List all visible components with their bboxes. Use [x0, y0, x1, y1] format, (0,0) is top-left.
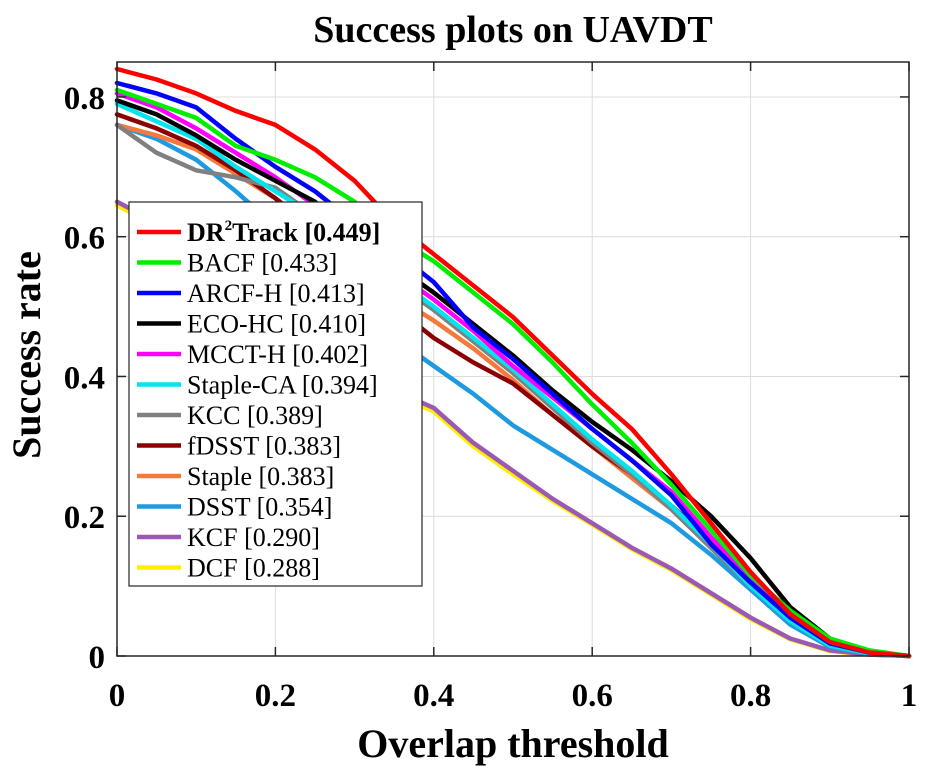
- legend-label-7: fDSST [0.383]: [187, 432, 341, 461]
- x-tick-label: 0.2: [255, 678, 296, 714]
- series-lines: [114, 66, 912, 659]
- legend-label-text: DR: [187, 218, 225, 247]
- legend-label-8: Staple [0.383]: [187, 462, 334, 491]
- y-tick-label: 0.4: [64, 360, 105, 396]
- y-tick-label: 0.2: [64, 500, 105, 536]
- legend-label-text: KCF [0.290]: [187, 523, 320, 552]
- legend: DR2Track [0.449]BACF [0.433]ARCF-H [0.41…: [128, 201, 423, 587]
- x-tick-label: 1: [901, 678, 918, 714]
- legend-label-11: DCF [0.288]: [187, 554, 320, 583]
- legend-label-superscript: 2: [225, 218, 233, 234]
- legend-label-text: fDSST [0.383]: [187, 432, 341, 461]
- series-line-5: [114, 101, 912, 659]
- legend-label-text: MCCT-H [0.402]: [187, 340, 368, 369]
- y-tick-label: 0: [89, 640, 106, 676]
- legend-label-text: BACF [0.433]: [187, 249, 337, 278]
- y-axis-label: Success rate: [4, 251, 49, 459]
- legend-label-text: ARCF-H [0.413]: [187, 279, 365, 308]
- series-line-3: [114, 98, 912, 659]
- legend-label-1: BACF [0.433]: [187, 249, 337, 278]
- x-axis-label: Overlap threshold: [357, 721, 669, 766]
- y-tick-label: 0.8: [64, 81, 105, 117]
- series-line-0: [114, 66, 912, 659]
- legend-label-4: MCCT-H [0.402]: [187, 340, 368, 369]
- legend-label-0: DR2Track [0.449]: [187, 218, 380, 247]
- legend-label-text: KCC [0.389]: [187, 401, 323, 430]
- legend-label-text: Staple-CA [0.394]: [187, 371, 378, 400]
- axis-ticks: 0 0.2 0.4 0.6 0.8 1 0 0.2 0.4 0.6 0.8: [64, 62, 918, 714]
- legend-label-5: Staple-CA [0.394]: [187, 371, 378, 400]
- legend-box: [128, 201, 423, 587]
- x-tick-label: 0.6: [572, 678, 613, 714]
- legend-label-9: DSST [0.354]: [187, 493, 332, 522]
- x-tick-label: 0.8: [730, 678, 771, 714]
- legend-label-2: ARCF-H [0.413]: [187, 279, 365, 308]
- legend-label-text: DCF [0.288]: [187, 554, 320, 583]
- legend-label-rest: Track [0.449]: [232, 218, 380, 247]
- plot-frame: [116, 61, 910, 657]
- chart-title: Success plots on UAVDT: [313, 9, 712, 51]
- x-tick-label: 0.4: [413, 678, 454, 714]
- legend-label-text: DSST [0.354]: [187, 493, 332, 522]
- legend-label-text: Staple [0.383]: [187, 462, 334, 491]
- y-tick-label: 0.6: [64, 221, 105, 257]
- legend-label-text: ECO-HC [0.410]: [187, 310, 366, 339]
- legend-label-3: ECO-HC [0.410]: [187, 310, 366, 339]
- legend-label-10: KCF [0.290]: [187, 523, 320, 552]
- x-tick-label: 0: [109, 678, 126, 714]
- legend-label-6: KCC [0.389]: [187, 401, 323, 430]
